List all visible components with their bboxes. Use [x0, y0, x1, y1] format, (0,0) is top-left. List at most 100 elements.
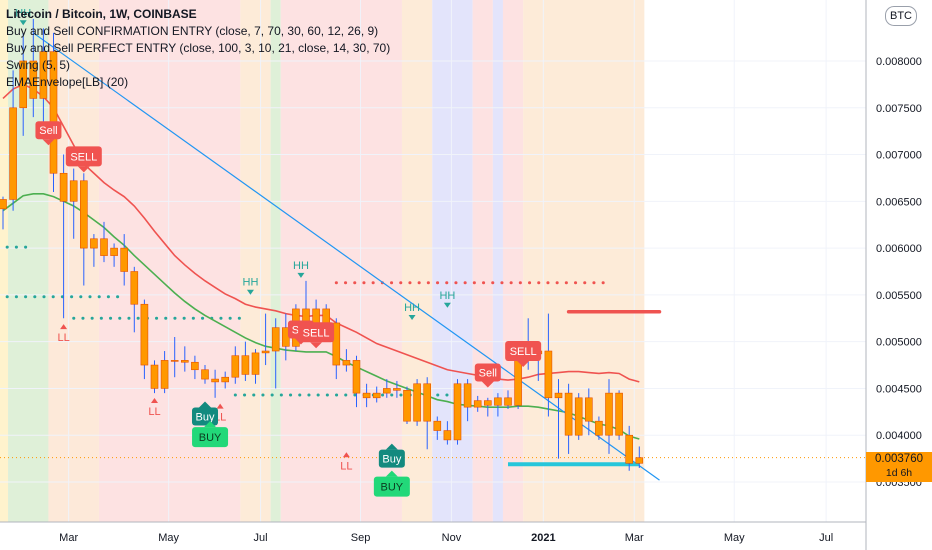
signal-text: BUY [199, 432, 222, 444]
grid [0, 0, 866, 522]
candle-9 [90, 234, 98, 267]
candle-0 [0, 196, 7, 230]
candle-body-6 [59, 172, 68, 202]
marker-label: HH [439, 290, 455, 302]
signal-text: Buy [196, 412, 215, 424]
signal-box [298, 322, 335, 343]
candle-12 [120, 234, 128, 286]
candle-43 [433, 416, 442, 440]
y-tick-label-5: 0.005500 [876, 290, 922, 302]
candle-body-19 [191, 361, 199, 371]
candle-15 [150, 360, 159, 394]
candle-47 [473, 395, 482, 412]
marker-hh-7: HH [404, 302, 420, 320]
band-7 [401, 0, 433, 522]
candle-body-8 [80, 180, 88, 249]
candle-27 [271, 318, 280, 389]
band-8 [432, 0, 473, 522]
candle-40 [403, 386, 411, 424]
candle-19 [191, 355, 199, 380]
candle-26 [261, 313, 270, 366]
candle-body-23 [231, 355, 240, 378]
candle-body-12 [120, 247, 128, 272]
legend-indicator-ema[interactable]: EMAEnvelope[LB] (20) [6, 75, 129, 89]
candle-22 [221, 371, 229, 389]
candle-body-60 [605, 392, 613, 436]
marker-label: HH [15, 7, 31, 19]
signal-box [65, 146, 102, 167]
candles[interactable] [0, 18, 644, 471]
ema-lower-line [2, 193, 640, 440]
candle-body-32 [322, 308, 331, 324]
candle-2 [19, 32, 28, 136]
signal-text: SELL [303, 327, 330, 339]
x-tick-label-4: Nov [442, 532, 462, 544]
marker-arrow [216, 403, 224, 409]
marker-ll-2: LL [148, 397, 161, 418]
legend-indicator-perfect[interactable]: Buy and Sell PERFECT ENTRY (close, 100, … [6, 41, 391, 55]
candle-body-37 [372, 392, 381, 399]
signal-text: SELL [510, 346, 537, 358]
candle-body-5 [49, 51, 58, 174]
bar-countdown: 1d 6h [885, 467, 913, 479]
x-tick-label-3: Sep [351, 532, 371, 544]
candle-11 [110, 243, 118, 267]
marker-hh-8: HH [439, 290, 455, 308]
candle-1 [9, 70, 17, 211]
candle-54 [544, 313, 553, 417]
currency-badge[interactable]: BTC [885, 6, 917, 26]
candle-21 [211, 369, 219, 398]
x-tick-label-8: Jul [819, 532, 833, 544]
marker-arrow [443, 302, 451, 308]
signal-pointer [310, 342, 323, 349]
candle-38 [382, 379, 391, 398]
signal-box [35, 121, 62, 140]
candle-33 [332, 318, 341, 380]
candle-45 [453, 379, 462, 445]
candle-body-7 [69, 180, 78, 202]
signal-buy-9: BUY [373, 470, 410, 497]
candle-14 [140, 299, 149, 380]
signal-pointer [385, 470, 398, 477]
candle-body-20 [201, 369, 209, 380]
candle-body-39 [393, 388, 401, 391]
marker-arrow [151, 397, 158, 403]
marker-label: HH [404, 302, 420, 314]
candle-body-59 [595, 420, 603, 436]
candle-58 [584, 388, 593, 436]
legend-indicator-swing[interactable]: Swing (5, 5) [6, 58, 71, 72]
legend-indicator-confirmation[interactable]: Buy and Sell CONFIRMATION ENTRY (close, … [6, 24, 379, 38]
candle-body-9 [90, 238, 98, 249]
legend-title: Litecoin / Bitcoin, 1W, COINBASE [6, 7, 197, 21]
candle-59 [595, 416, 603, 440]
candle-body-3 [29, 60, 38, 99]
candle-body-55 [554, 392, 563, 399]
signal-sell-5: SELL [505, 341, 542, 368]
x-tick-label-1: May [158, 532, 179, 544]
x-tick-label-2: Jul [254, 532, 268, 544]
signal-box [192, 427, 229, 448]
signal-box [192, 407, 218, 426]
candle-18 [181, 346, 189, 372]
candle-61 [615, 390, 623, 440]
signal-pointer [199, 401, 211, 408]
marker-label: LL [148, 406, 160, 418]
x-tick-label-6: Mar [625, 532, 644, 544]
candle-body-45 [453, 383, 462, 441]
candle-body-26 [261, 350, 270, 354]
signal-buy-6: Buy [192, 401, 218, 426]
candle-body-61 [615, 392, 623, 436]
candle-body-11 [110, 247, 118, 256]
marker-label: HH [243, 277, 259, 289]
marker-arrow [60, 324, 68, 330]
candle-body-41 [413, 383, 421, 422]
candle-body-42 [423, 383, 432, 422]
signal-text: Buy [382, 454, 401, 466]
candle-60 [605, 379, 613, 454]
candle-body-34 [342, 360, 351, 366]
signal-pointer [204, 421, 217, 428]
ema-upper-line [2, 83, 640, 383]
